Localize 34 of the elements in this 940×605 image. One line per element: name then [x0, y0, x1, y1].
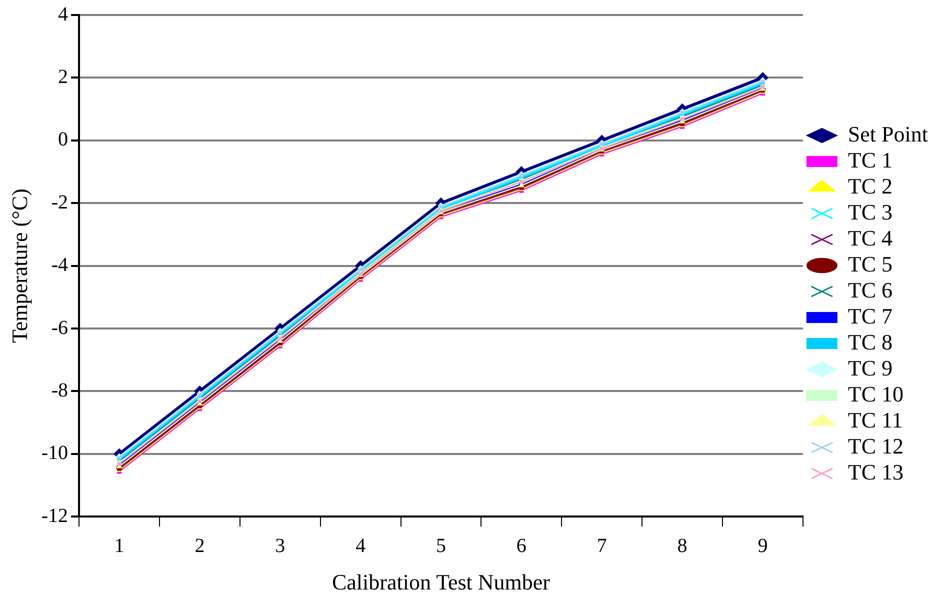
x-tick-label: 2: [194, 534, 205, 557]
x-tick-label: 6: [516, 534, 526, 557]
legend-label: TC 6: [848, 277, 893, 302]
y-tick-label: -4: [51, 254, 68, 276]
y-tick-label: -2: [51, 191, 68, 214]
legend-label: TC 11: [848, 407, 903, 432]
y-tick-label: -6: [51, 316, 68, 339]
x-tick-label: 7: [596, 534, 607, 557]
x-tick-label: 8: [677, 534, 688, 557]
legend-label: Set Point: [848, 121, 928, 146]
x-tick-label: 5: [436, 534, 446, 557]
legend-label: TC 3: [848, 199, 893, 224]
x-tick-label: 4: [356, 534, 366, 557]
x-axis-title: Calibration Test Number: [332, 570, 551, 595]
legend-label: TC 13: [848, 459, 904, 484]
y-tick-label: 0: [58, 128, 68, 151]
legend-label: TC 10: [848, 381, 904, 406]
legend-label: TC 2: [848, 173, 893, 198]
legend-label: TC 7: [848, 303, 893, 328]
legend-label: TC 8: [848, 329, 893, 354]
y-axis-title: Temperature (°C): [6, 188, 32, 344]
legend-label: TC 9: [848, 355, 893, 380]
y-tick-label: 2: [58, 66, 68, 88]
y-tick-label: -8: [51, 379, 68, 402]
y-tick-label: -12: [41, 504, 68, 527]
y-tick-label: 4: [58, 3, 68, 26]
x-tick-label: 1: [114, 534, 124, 557]
x-tick-label: 3: [275, 534, 286, 557]
legend-label: TC 12: [848, 433, 904, 458]
y-tick-label: -10: [41, 442, 68, 464]
legend-label: TC 5: [848, 251, 893, 276]
legend-label: TC 1: [848, 147, 893, 172]
legend-label: TC 4: [848, 225, 893, 250]
x-tick-label: 9: [758, 534, 768, 557]
